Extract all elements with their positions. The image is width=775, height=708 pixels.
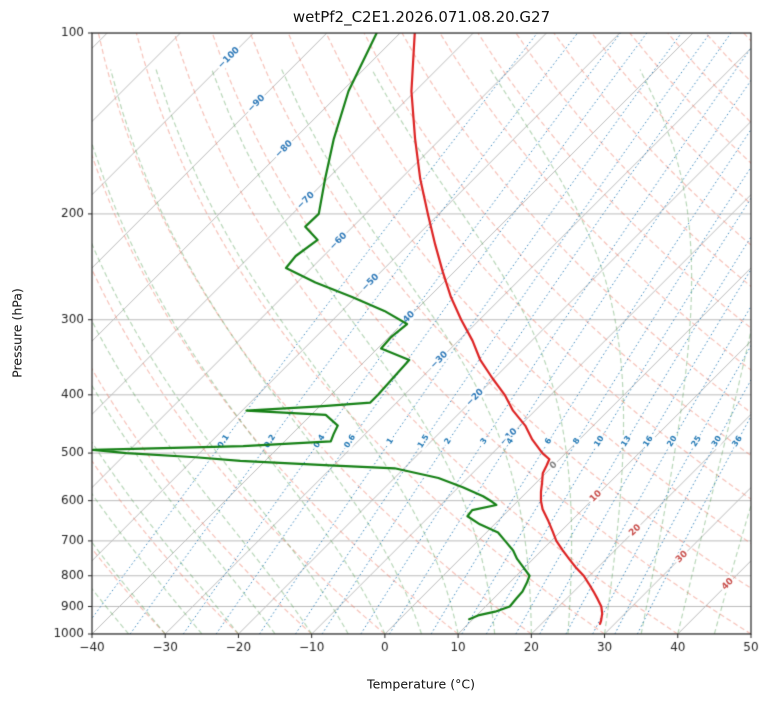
chart-title: wetPf2_C2E1.2026.071.08.20.G27 — [292, 8, 551, 26]
y-axis-label: Pressure (hPa) — [9, 288, 25, 378]
x-axis-label: Temperature (°C) — [367, 676, 475, 692]
